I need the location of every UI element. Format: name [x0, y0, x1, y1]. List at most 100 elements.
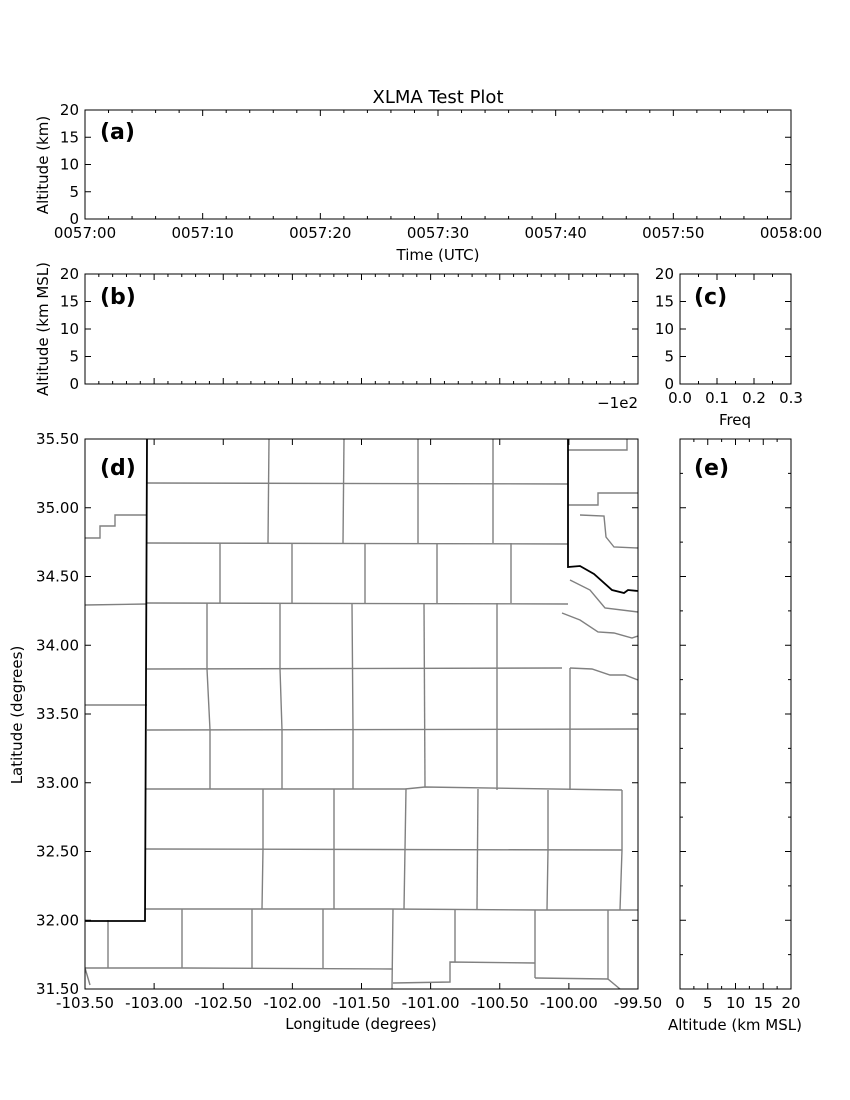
panel-c-ytick-label: 0	[664, 375, 674, 393]
state-boundary	[567, 439, 638, 594]
panel-e-xtick-label: 5	[703, 994, 713, 1012]
panel-a-xtick-label: 0057:00	[54, 224, 116, 242]
panel-d-ytick-label: 34.50	[36, 568, 79, 586]
panel-c-xtick-label: 0.3	[779, 389, 803, 407]
panel-b-ytick-label: 15	[60, 293, 79, 311]
panel-c-ytick-label: 20	[655, 265, 674, 283]
panel-d-ytick-label: 34.00	[36, 636, 79, 654]
county-boundary	[546, 790, 549, 911]
panel-a: 0 5 10 15 20 0057:00 0057:10 0057:20 0057:30 0057…	[34, 101, 822, 264]
panel-a-xtick-label: 0057:30	[407, 224, 469, 242]
panel-d-xtick-label: -99.50	[614, 994, 662, 1012]
panel-a-ticks: 0 5 10 15 20 0057:00 0057:10 0057:20 0057:30 0057…	[54, 101, 822, 242]
panel-d: 31.50 32.00 32.50 33.00 33.50 34.00 34.50 35.00…	[8, 430, 662, 1033]
panel-e-ticks: 0 5 10 15 20	[675, 438, 801, 1012]
panel-e-xtick-label: 10	[726, 994, 745, 1012]
panel-d-ylabel: Latitude (degrees)	[8, 646, 26, 785]
county-boundary	[351, 602, 354, 789]
panel-e-xtick-label: 20	[781, 994, 800, 1012]
panel-a-xtick-label: 0057:10	[172, 224, 234, 242]
panel-c: 0 5 10 15 20 0.0 0.1 0.2 0.3 (c) Freq	[655, 265, 803, 429]
panel-b-ytick-label: 0	[69, 375, 79, 393]
panel-c-label: (c)	[694, 285, 727, 310]
panel-b-offset-text: −1e2	[597, 394, 638, 412]
county-boundary	[145, 786, 623, 791]
panel-b-label: (b)	[100, 285, 136, 310]
panel-d-xtick-label: -101.00	[402, 994, 460, 1012]
panel-c-ytick-label: 15	[655, 293, 674, 311]
panel-d-ytick-label: 35.00	[36, 499, 79, 517]
panel-d-ticks: 31.50 32.00 32.50 33.00 33.50 34.00 34.50 35.00…	[36, 430, 662, 1012]
county-boundary	[85, 514, 147, 539]
panel-b-ytick-label: 5	[69, 348, 79, 366]
panel-d-label: (d)	[100, 456, 136, 481]
panel-e-xtick-label: 0	[675, 994, 685, 1012]
county-boundary	[607, 910, 621, 989]
panel-c-xtick-label: 0.2	[742, 389, 766, 407]
county-boundary	[145, 908, 638, 911]
county-boundary	[261, 789, 264, 910]
panel-d-xtick-label: -102.50	[194, 994, 252, 1012]
county-boundary	[403, 788, 407, 910]
panel-a-ytick-label: 15	[60, 128, 79, 146]
county-boundary	[619, 790, 623, 911]
county-boundary	[85, 967, 91, 986]
panel-c-ticks: 0 5 10 15 20 0.0 0.1 0.2 0.3	[655, 265, 803, 407]
county-boundary	[392, 961, 536, 984]
county-boundaries	[85, 439, 638, 989]
panel-b-ytick-label: 20	[60, 265, 79, 283]
panel-a-ytick-label: 5	[69, 183, 79, 201]
panel-a-ylabel: Altitude (km)	[34, 116, 52, 214]
panel-a-xlabel: Time (UTC)	[396, 246, 480, 264]
county-boundary	[146, 667, 563, 670]
county-boundary	[206, 603, 211, 789]
county-boundary	[85, 967, 394, 970]
panel-d-frame	[84, 438, 639, 990]
panel-c-xtick-label: 0.1	[705, 389, 729, 407]
panel-d-xtick-label: -100.00	[540, 994, 598, 1012]
county-boundary	[342, 439, 345, 544]
panel-c-ytick-label: 10	[655, 320, 674, 338]
panel-d-ytick-label: 35.50	[36, 430, 79, 448]
panel-a-ytick-label: 0	[69, 210, 79, 228]
panel-d-ytick-label: 32.50	[36, 843, 79, 861]
county-boundary	[423, 602, 426, 788]
panel-b-ytick-label: 10	[60, 320, 79, 338]
panel-c-ytick-label: 5	[664, 348, 674, 366]
county-boundary	[561, 612, 638, 639]
panel-b-ylabel: Altitude (km MSL)	[34, 262, 52, 396]
panel-c-xlabel: Freq	[719, 411, 751, 429]
panel-e-xlabel: Altitude (km MSL)	[668, 1016, 802, 1034]
panel-d-xlabel: Longitude (degrees)	[285, 1015, 436, 1033]
panel-e-label: (e)	[694, 456, 729, 481]
county-boundary	[579, 514, 638, 549]
panel-a-xtick-label: 0057:40	[525, 224, 587, 242]
county-boundary	[534, 977, 609, 980]
panel-d-ytick-label: 33.00	[36, 774, 79, 792]
panel-d-xtick-label: -101.50	[333, 994, 391, 1012]
panel-c-xtick-label: 0.0	[668, 389, 692, 407]
panel-d-ytick-label: 32.00	[36, 911, 79, 929]
panel-b: 0 5 10 15 20 (b) −1e2 Altitude (km MSL)	[34, 262, 639, 412]
panel-a-frame	[84, 109, 792, 220]
panel-e-frame	[679, 438, 792, 990]
county-boundary	[279, 603, 283, 789]
panel-a-label: (a)	[100, 120, 135, 145]
county-boundary	[146, 602, 569, 605]
county-boundary	[146, 542, 569, 545]
county-boundary	[569, 667, 638, 681]
panel-a-ytick-label: 20	[60, 101, 79, 119]
panel-d-xtick-label: -103.00	[125, 994, 183, 1012]
panel-d-xtick-label: -103.50	[56, 994, 114, 1012]
panel-a-xtick-label: 0058:00	[760, 224, 822, 242]
state-boundary	[85, 439, 148, 922]
panel-d-xtick-label: -100.50	[471, 994, 529, 1012]
panel-d-ytick-label: 31.50	[36, 980, 79, 998]
county-boundary	[146, 728, 638, 731]
panel-a-ytick-label: 10	[60, 156, 79, 174]
panel-d-xtick-label: -102.00	[263, 994, 321, 1012]
panel-e: 0 5 10 15 20 (e) Altitude (km MSL)	[668, 438, 802, 1034]
panel-a-xtick-label: 0057:50	[642, 224, 704, 242]
county-boundary	[267, 439, 270, 544]
